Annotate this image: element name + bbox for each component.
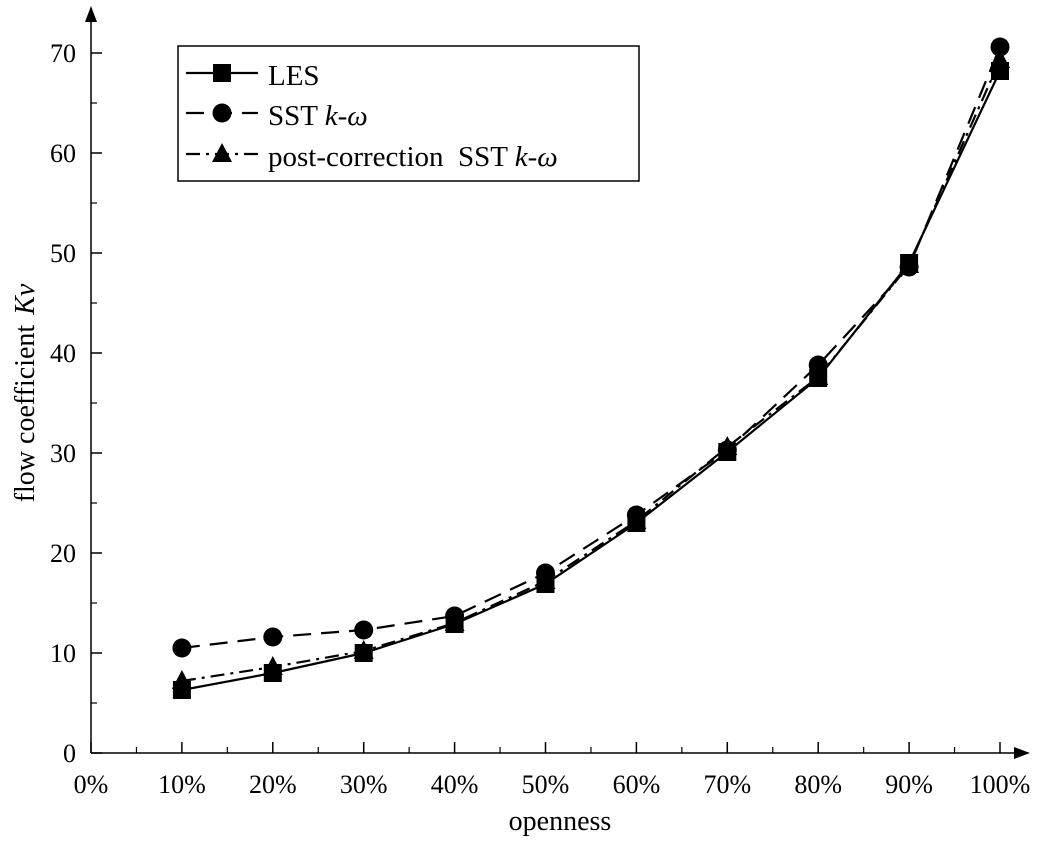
data-point-square: [263, 664, 282, 682]
x-tick-label: 90%: [885, 770, 933, 799]
x-tick-label: 10%: [158, 770, 206, 799]
legend-marker-square: [213, 64, 231, 82]
data-point-circle: [263, 627, 283, 647]
series-square: [172, 62, 1009, 699]
data-point-square: [536, 575, 555, 593]
legend-marker-circle: [212, 103, 232, 123]
x-tick-label: 30%: [340, 770, 388, 799]
x-tick-label: 50%: [522, 770, 570, 799]
y-tick-label: 0: [63, 739, 76, 768]
x-tick-label: 100%: [970, 770, 1031, 799]
data-point-circle: [990, 37, 1010, 57]
series-layer: [171, 37, 1010, 699]
x-tick-label: 60%: [613, 770, 661, 799]
y-axis-arrow: [85, 6, 97, 22]
data-point-square: [172, 681, 191, 699]
legend-marker-triangle: [212, 143, 232, 162]
y-tick-label: 10: [50, 639, 76, 668]
x-tick-label: 0%: [74, 770, 109, 799]
data-point-circle: [354, 620, 374, 640]
x-tick-label: 20%: [249, 770, 297, 799]
data-point-square: [445, 615, 464, 633]
x-tick-label: 70%: [703, 770, 751, 799]
series-line: [181, 46, 1002, 650]
data-point-square: [991, 62, 1009, 80]
x-tick-label: 80%: [794, 770, 842, 799]
series-line: [181, 70, 1001, 692]
data-point-square: [900, 254, 919, 272]
y-tick-label: 60: [50, 139, 76, 168]
data-point-square: [627, 514, 646, 532]
data-point-square: [718, 443, 737, 461]
y-tick-label: 70: [50, 39, 76, 68]
x-tick-label: 40%: [431, 770, 479, 799]
y-axis-title: flow coefficient Kv: [10, 283, 41, 502]
y-axis-title-text: flow coefficient: [10, 325, 41, 503]
y-tick-label: 20: [50, 539, 76, 568]
ticks: 0 10 20 30 40 50 60 70 0% 10% 20% 30% 40% 50% 60% 70% 80…: [50, 39, 1030, 799]
data-point-square: [354, 644, 373, 662]
legend: LES SST k-ω post-correction SST k-ω: [177, 45, 640, 182]
y-tick-label: 40: [50, 339, 76, 368]
y-axis-title-symbol: Kv: [10, 283, 41, 316]
x-axis-arrow: [1014, 747, 1030, 759]
legend-label-post-correction: post-correction SST k-ω: [268, 141, 558, 173]
series-circle: [172, 37, 1010, 658]
legend-label-les: LES: [268, 60, 320, 92]
x-axis-title: openness: [509, 806, 612, 837]
data-point-circle: [172, 638, 192, 658]
y-tick-label: 50: [50, 239, 76, 268]
data-point-square: [809, 369, 828, 387]
legend-label-sst: SST k-ω: [268, 100, 368, 132]
y-tick-label: 30: [50, 439, 76, 468]
